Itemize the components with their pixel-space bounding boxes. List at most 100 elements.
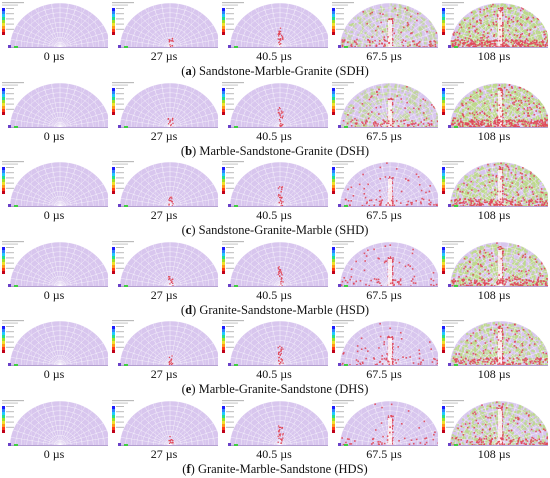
- subfigure-caption: (e) Marble-Granite-Sandstone (DHS): [181, 382, 369, 396]
- fracture-simulation-image: [442, 320, 548, 366]
- time-label: 40.5 µs: [256, 49, 292, 63]
- color-legend: [332, 241, 354, 274]
- color-legend: [442, 82, 464, 115]
- support-point: [448, 363, 451, 366]
- damage-points: [452, 323, 548, 365]
- time-label: 0 µs: [43, 129, 65, 143]
- specimen-semicircle: [120, 162, 218, 206]
- color-legend: [2, 161, 24, 194]
- simulation-panel: 40.5 µs: [220, 80, 328, 160]
- fracture-simulation-image: [112, 241, 218, 287]
- damage-points: [451, 242, 548, 286]
- support-point: [124, 285, 128, 287]
- central-crack: [277, 27, 284, 47]
- simulation-panel: 108 µs: [440, 318, 548, 398]
- fracture-simulation-image: [112, 82, 218, 128]
- color-legend: [222, 161, 244, 194]
- simulation-panel: 40.5 µs: [220, 159, 328, 239]
- color-legend: [2, 320, 24, 353]
- central-crack: [387, 256, 394, 286]
- central-crack: [277, 266, 284, 286]
- specimen-semicircle: [340, 321, 438, 365]
- fracture-simulation-image: [442, 2, 548, 48]
- time-label: 27 µs: [150, 367, 178, 381]
- fracture-simulation-image: [222, 161, 328, 207]
- specimen-semicircle: [230, 3, 328, 47]
- fracture-simulation-image: [442, 241, 548, 287]
- figure-row-b: 0 µs 27 µs 40.5 µs 67.5 µs 108 µs (b) Marble-…: [0, 80, 550, 160]
- specimen-semicircle: [230, 162, 328, 206]
- subfigure-caption: (d) Granite-Sandstone-Marble (HSD): [180, 303, 370, 317]
- support-point: [454, 205, 458, 207]
- color-legend: [222, 2, 244, 35]
- support-point: [14, 285, 18, 287]
- specimen-semicircle: [120, 321, 218, 365]
- fracture-simulation-image: [332, 2, 438, 48]
- support-point: [448, 284, 451, 287]
- time-label: 40.5 µs: [256, 288, 292, 302]
- support-point: [8, 363, 11, 366]
- color-legend: [2, 2, 24, 35]
- support-point: [14, 364, 18, 366]
- time-label: 0 µs: [43, 208, 65, 222]
- color-legend: [332, 320, 354, 353]
- subfigure-caption: (b) Marble-Sandstone-Granite (DSH): [180, 144, 370, 158]
- support-point: [234, 46, 238, 48]
- time-label: 108 µs: [477, 447, 511, 461]
- color-legend: [222, 241, 244, 274]
- specimen-semicircle: [450, 162, 548, 206]
- color-legend: [332, 400, 354, 433]
- figure-row-e: 0 µs 27 µs 40.5 µs 67.5 µs 108 µs (e) Marble-…: [0, 318, 550, 398]
- time-label: 27 µs: [150, 129, 178, 143]
- central-crack: [168, 435, 174, 445]
- fracture-simulation-image: [2, 161, 108, 207]
- damage-points: [340, 244, 438, 286]
- central-crack: [277, 107, 284, 127]
- central-crack: [167, 117, 174, 127]
- fracture-simulation-image: [332, 82, 438, 128]
- support-point: [234, 205, 238, 207]
- color-legend: [2, 400, 24, 433]
- simulation-panel: 27 µs: [110, 398, 218, 478]
- time-label: 67.5 µs: [366, 49, 402, 63]
- specimen-semicircle: [120, 401, 218, 445]
- fracture-simulation-image: [442, 161, 548, 207]
- time-label: 108 µs: [477, 129, 511, 143]
- time-label: 67.5 µs: [366, 447, 402, 461]
- simulation-panel: 67.5 µs: [330, 398, 438, 478]
- time-label: 108 µs: [477, 367, 511, 381]
- support-point: [118, 125, 121, 128]
- fracture-simulation-image: [2, 320, 108, 366]
- simulation-panel: 108 µs: [440, 80, 548, 160]
- support-point: [344, 285, 348, 287]
- time-label: 67.5 µs: [366, 208, 402, 222]
- support-point: [344, 364, 348, 366]
- simulation-panel: 0 µs: [0, 398, 108, 478]
- support-point: [228, 284, 231, 287]
- simulation-panel: 0 µs: [0, 80, 108, 160]
- support-point: [338, 45, 341, 48]
- color-legend: [222, 400, 244, 433]
- time-label: 40.5 µs: [256, 208, 292, 222]
- color-legend: [112, 82, 134, 115]
- specimen-semicircle: [340, 83, 438, 127]
- color-legend: [442, 2, 464, 35]
- fracture-simulation-image: [222, 2, 328, 48]
- support-point: [454, 364, 458, 366]
- fracture-simulation-image: [332, 161, 438, 207]
- support-point: [14, 126, 18, 128]
- fracture-simulation-image: [332, 320, 438, 366]
- time-label: 40.5 µs: [256, 129, 292, 143]
- support-point: [338, 125, 341, 128]
- specimen-semicircle: [450, 401, 548, 445]
- fracture-simulation-image: [2, 2, 108, 48]
- time-label: 27 µs: [150, 447, 178, 461]
- subfigure-caption: (c) Sandstone-Granite-Marble (SHD): [181, 223, 369, 237]
- support-point: [118, 363, 121, 366]
- color-legend: [112, 241, 134, 274]
- figure-row-c: 0 µs 27 µs 40.5 µs 67.5 µs 108 µs (c) Sandsto…: [0, 159, 550, 239]
- support-point: [14, 205, 18, 207]
- specimen-semicircle: [10, 83, 108, 127]
- color-legend: [2, 82, 24, 115]
- time-label: 108 µs: [477, 49, 511, 63]
